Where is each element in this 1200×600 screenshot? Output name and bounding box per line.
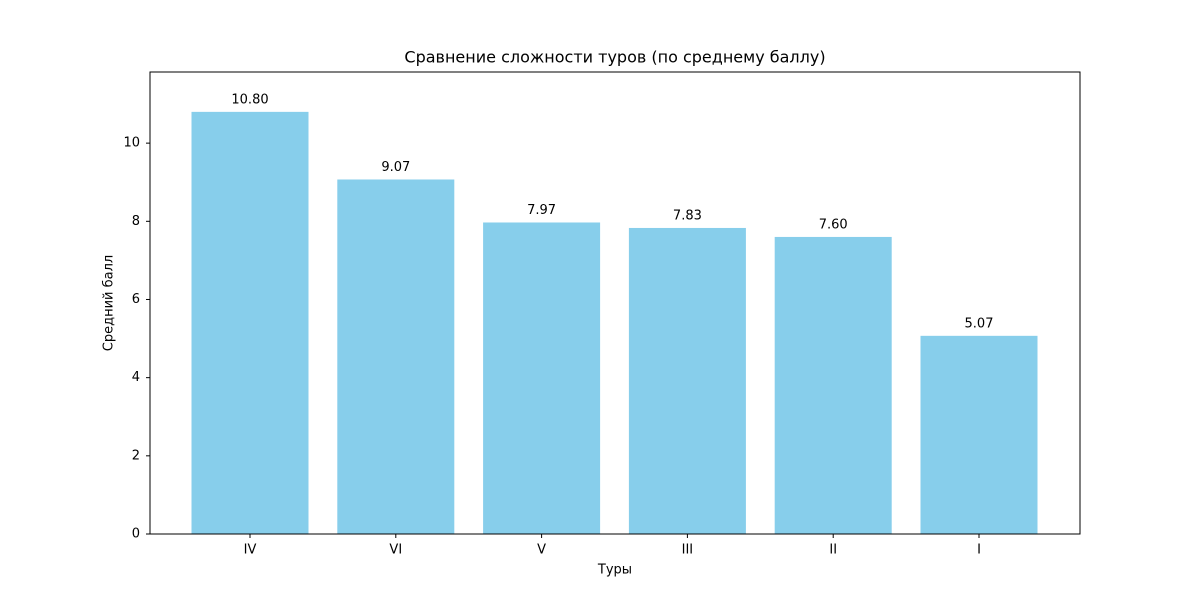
x-tick-label: II	[829, 543, 837, 558]
value-label: 9.07	[381, 160, 410, 175]
bar	[628, 227, 746, 534]
bar	[337, 179, 455, 534]
value-label: 10.80	[231, 92, 268, 107]
value-label: 7.60	[819, 217, 848, 232]
bar	[774, 236, 892, 535]
y-axis-label: Средний балл	[102, 255, 117, 351]
y-tick-label: 2	[132, 448, 140, 463]
x-tick-label: VI	[389, 543, 402, 558]
value-label: 7.97	[527, 203, 556, 218]
x-tick-label: I	[977, 543, 981, 558]
y-tick-label: 8	[132, 214, 140, 229]
value-label: 5.07	[965, 316, 994, 331]
x-axis-label: Туры	[597, 563, 632, 578]
chart-title: Сравнение сложности туров (по среднему б…	[404, 48, 825, 67]
bar	[920, 335, 1038, 534]
value-label: 7.83	[673, 208, 702, 223]
x-tick-label: V	[537, 543, 546, 558]
bar	[191, 111, 309, 535]
y-tick-label: 6	[132, 292, 140, 307]
y-tick-label: 4	[132, 370, 140, 385]
plot-frame	[149, 71, 1081, 535]
x-tick-label: IV	[244, 543, 257, 558]
y-tick-label: 10	[123, 136, 140, 151]
y-tick-label: 0	[132, 527, 140, 542]
x-tick-label: III	[682, 543, 694, 558]
bar	[483, 222, 601, 534]
